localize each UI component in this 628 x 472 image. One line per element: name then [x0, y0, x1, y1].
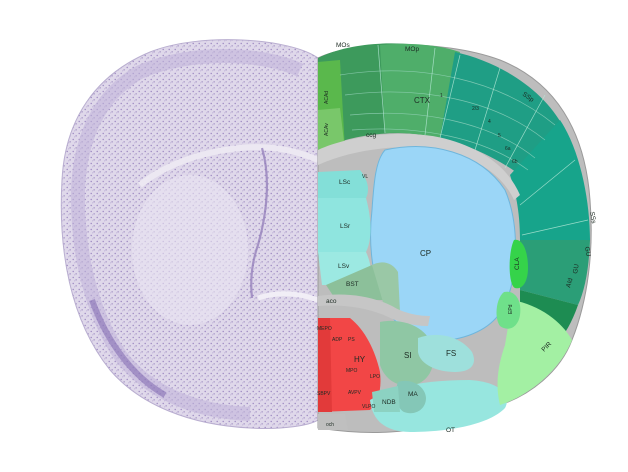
piriform-cortex: [497, 300, 572, 405]
label-CP: CP: [420, 249, 431, 258]
label-OT: OT: [446, 427, 455, 434]
cortex-ss-lateral: [520, 240, 590, 305]
layer-label-1: 1: [440, 93, 443, 99]
label-SBPV: SBPV: [317, 391, 331, 397]
label-VLPO: VLPO: [362, 404, 375, 410]
anterior-commissure: [318, 294, 430, 326]
label-LPO: LPO: [370, 374, 380, 380]
label-aco: aco: [326, 298, 337, 305]
endopiriform: [496, 291, 521, 329]
pallidum: [372, 262, 400, 312]
lateral-septum-lsc: [318, 170, 368, 198]
label-MEPO: MEPO: [317, 326, 332, 332]
nissl-deep-layer-band: [89, 298, 167, 398]
label-LSc: LSc: [339, 179, 351, 186]
label-LSv: LSv: [338, 263, 350, 270]
label-GU: GU: [572, 263, 581, 274]
label-AId: AId: [565, 277, 574, 289]
cortex-ssp-outer: [510, 120, 590, 240]
caudoputamen: [370, 146, 516, 341]
fundus-striatum: [418, 334, 475, 372]
lateral-septum-lsr: [318, 198, 371, 252]
label-CLA: CLA: [514, 257, 521, 270]
atlas-annotation-right: MOs MOp SSp SSs GU GU AId ACAd ACAv CTX …: [317, 42, 597, 434]
label-EPd: EPd: [508, 304, 514, 314]
label-ACAd: ACAd: [324, 91, 330, 104]
hypothalamus-medial: [318, 318, 332, 412]
layer-label-2: 2/3: [472, 106, 479, 112]
cortex-ssp: [440, 52, 565, 175]
label-MOp: MOp: [405, 46, 419, 53]
layer-label-6: 6b: [512, 159, 518, 165]
cortex-mop: [380, 43, 460, 139]
label-PS: PS: [348, 337, 355, 343]
label-CTX: CTX: [414, 96, 431, 105]
nissl-striatum: [132, 175, 248, 325]
substantia-innominata: [380, 320, 434, 386]
label-GU2: GU: [583, 246, 592, 257]
label-och: och: [326, 422, 334, 428]
cortex-radial-lines: [377, 44, 589, 236]
nissl-ventricle: [250, 147, 269, 299]
layer-label-4: 5: [498, 133, 501, 139]
nissl-cortical-band: [70, 49, 303, 421]
hypothalamus: [318, 318, 381, 412]
optic-chiasm: [318, 414, 348, 430]
cortex-layer-lines: [339, 70, 556, 171]
label-LSr: LSr: [340, 223, 351, 230]
diagonal-band-nucleus: [372, 386, 400, 412]
label-SI: SI: [404, 351, 412, 360]
label-MPO: MPO: [346, 368, 358, 374]
layer-label-5: 6a: [505, 146, 511, 152]
bed-nucleus-stria-terminalis: [326, 265, 385, 300]
label-AVPV: AVPV: [348, 390, 362, 396]
corpus-callosum: [318, 133, 520, 200]
label-BST: BST: [346, 281, 359, 288]
magnocellular-nucleus: [396, 380, 426, 414]
label-NDB: NDB: [382, 399, 396, 406]
label-SSs: SSs: [588, 211, 597, 225]
label-MA: MA: [408, 391, 418, 398]
nissl-section-left: [60, 39, 318, 429]
claustrum: [509, 239, 528, 289]
label-ACAv: ACAv: [324, 123, 330, 136]
nissl-anterior-commissure: [257, 291, 318, 303]
label-ccg: ccg: [366, 132, 377, 139]
label-ADP: ADP: [332, 337, 343, 343]
label-MOs: MOs: [336, 42, 350, 49]
label-HY: HY: [354, 355, 366, 364]
label-FS: FS: [446, 349, 456, 358]
layer-label-3: 4: [488, 119, 491, 125]
label-VL: VL: [362, 174, 368, 180]
nissl-corpus-callosum: [138, 144, 318, 188]
